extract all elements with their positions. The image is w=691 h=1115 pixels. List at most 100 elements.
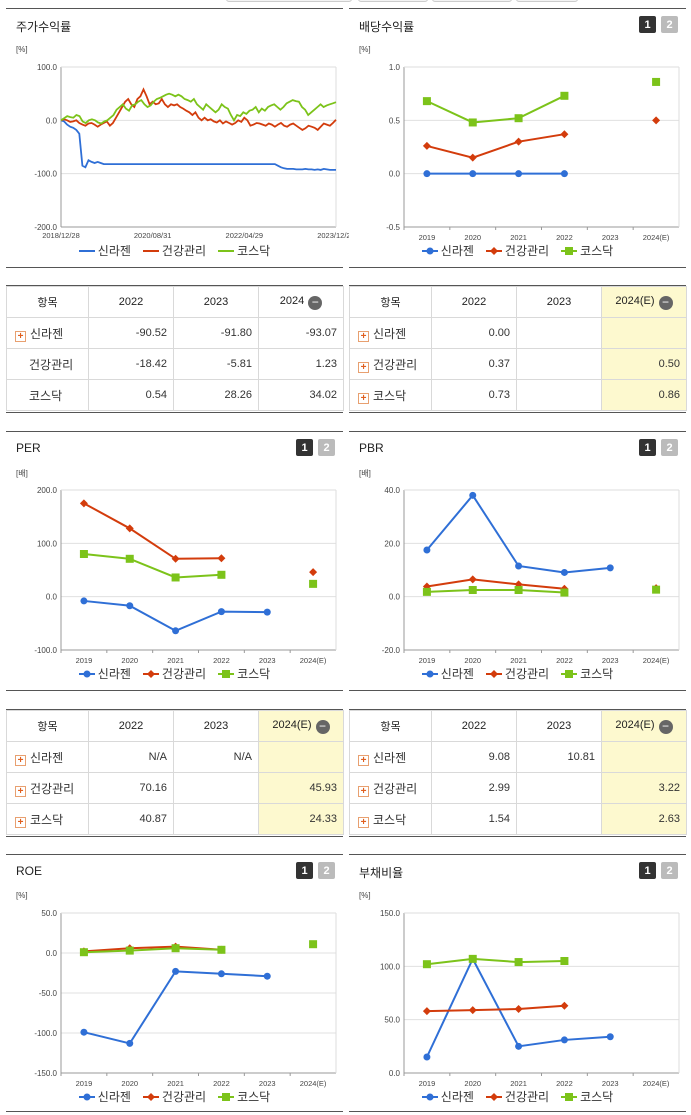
expand-icon[interactable]: + <box>15 816 26 828</box>
top-strip <box>0 0 691 6</box>
collapse-icon[interactable]: − <box>315 719 330 734</box>
legend-item[interactable]: 신라젠 <box>421 665 474 682</box>
expand-icon[interactable]: + <box>15 754 26 766</box>
collapse-icon[interactable]: − <box>658 719 673 734</box>
series-line <box>426 94 565 124</box>
tab-2[interactable]: 2 <box>661 16 678 33</box>
tab-1[interactable]: 1 <box>639 862 656 879</box>
column-header: 2024(E) − <box>601 710 687 742</box>
legend-item[interactable]: 신라젠 <box>421 1088 474 1105</box>
legend-item[interactable]: 신라젠 <box>78 1088 131 1105</box>
table-cell: 45.93 <box>258 772 344 804</box>
chart-legend: 신라젠 건강관리 코스닥 <box>6 665 343 682</box>
legend-label: 코스닥 <box>237 244 271 258</box>
data-point <box>217 554 226 563</box>
column-header: 2022 <box>88 710 174 742</box>
legend-item[interactable]: 신라젠 <box>78 665 131 682</box>
data-point <box>79 550 88 558</box>
data-point <box>515 170 523 178</box>
tab-1[interactable]: 1 <box>296 439 313 456</box>
collapse-icon[interactable]: − <box>658 295 673 310</box>
y-tick-label: -0.5 <box>386 223 400 232</box>
tab-1[interactable]: 1 <box>639 439 656 456</box>
y-tick-label: 40.0 <box>384 486 400 495</box>
chart-legend: 신라젠 건강관리 코스닥 <box>349 242 686 259</box>
legend-item[interactable]: 코스닥 <box>561 665 613 682</box>
legend-marker <box>426 670 434 677</box>
legend-item[interactable]: 건강관리 <box>485 242 549 259</box>
legend-item[interactable]: 건강관리 <box>142 242 206 259</box>
top-button-1[interactable] <box>226 0 352 2</box>
x-tick-label: 2023 <box>259 1079 276 1088</box>
expand-icon[interactable]: + <box>358 330 369 342</box>
data-point <box>423 1053 431 1061</box>
y-tick-label: 0.0 <box>389 1069 401 1078</box>
y-tick-label: 0.0 <box>389 593 401 602</box>
tab-2[interactable]: 2 <box>661 439 678 456</box>
legend-marker <box>146 669 155 678</box>
y-tick-label: 0.0 <box>46 116 58 125</box>
top-button-4[interactable] <box>516 0 578 2</box>
legend-item[interactable]: 코스닥 <box>218 242 270 259</box>
collapse-icon[interactable]: − <box>308 295 323 310</box>
legend-item[interactable]: 신라젠 <box>78 242 131 259</box>
tab-1[interactable]: 1 <box>296 862 313 879</box>
table-cell: N/A <box>88 741 174 773</box>
series-line <box>83 553 222 579</box>
dividend-panel: 배당수익률 1 2 [%] 1.0 0.5 0.0 -0.5 2019 2020 2021 2… <box>349 8 686 268</box>
unit-label: [%] <box>359 45 371 54</box>
legend-item[interactable]: 코스닥 <box>218 665 270 682</box>
tab-2[interactable]: 2 <box>318 439 335 456</box>
data-point <box>468 586 477 594</box>
top-button-2[interactable] <box>358 0 428 2</box>
x-tick-label: 2024(E) <box>643 1079 670 1088</box>
top-button-3[interactable] <box>432 0 512 2</box>
expand-icon[interactable]: + <box>358 785 369 797</box>
y-tick-label: 100.0 <box>380 962 401 971</box>
return-table: 항목 2022 2023 2024− + 신라젠 -90.52 -91.80 -93.07 건강관… <box>6 286 344 411</box>
legend-item[interactable]: 건강관리 <box>142 1088 206 1105</box>
y-tick-label: -100.0 <box>34 1029 57 1038</box>
table-cell: 0.37 <box>431 348 517 380</box>
data-point <box>217 570 226 579</box>
legend-item[interactable]: 건강관리 <box>485 665 549 682</box>
tab-1[interactable]: 1 <box>639 16 656 33</box>
legend-item[interactable]: 건강관리 <box>485 1088 549 1105</box>
tab-2[interactable]: 2 <box>661 862 678 879</box>
tab-2[interactable]: 2 <box>318 862 335 879</box>
legend-swatch <box>142 669 159 678</box>
data-point <box>263 608 271 616</box>
expand-icon[interactable]: + <box>15 785 26 797</box>
legend-item[interactable]: 코스닥 <box>561 1088 613 1105</box>
legend-item[interactable]: 신라젠 <box>421 242 474 259</box>
x-tick-label: 2021 <box>167 1079 184 1088</box>
table-row: 코스닥 0.54 28.26 34.02 <box>6 379 344 411</box>
expand-icon[interactable]: + <box>358 392 369 404</box>
data-point <box>126 1039 134 1047</box>
legend-marker <box>146 1092 155 1101</box>
table-row: + 건강관리 0.37 0.50 <box>349 348 687 380</box>
y-tick-label: -50.0 <box>39 989 58 998</box>
row-label: + 건강관리 <box>6 772 89 804</box>
expand-icon[interactable]: + <box>15 330 26 342</box>
legend-item[interactable]: 건강관리 <box>142 665 206 682</box>
legend-marker <box>222 1092 231 1101</box>
x-tick-label: 2022 <box>556 656 573 665</box>
chart-legend: 신라젠 건강관리 코스닥 <box>349 1088 686 1105</box>
legend-item[interactable]: 코스닥 <box>561 242 613 259</box>
x-tick-label: 2023 <box>602 1079 619 1088</box>
table-cell: -91.80 <box>173 317 259 349</box>
expand-icon[interactable]: + <box>358 361 369 373</box>
expand-icon[interactable]: + <box>358 816 369 828</box>
series-line <box>60 92 337 125</box>
x-tick-label: 2021 <box>510 656 527 665</box>
legend-label: 신라젠 <box>440 1090 474 1104</box>
per-panel: PER 1 2 [배] 200.0 100.0 0.0 -100.0 2019 2020 2… <box>6 431 343 691</box>
legend-swatch <box>78 1093 95 1100</box>
table-cell: -5.81 <box>173 348 259 380</box>
legend-item[interactable]: 코스닥 <box>218 1088 270 1105</box>
table-row: 건강관리 -18.42 -5.81 1.23 <box>6 348 344 380</box>
expand-icon[interactable]: + <box>358 754 369 766</box>
table-cell: 0.00 <box>431 317 517 349</box>
data-point <box>652 585 661 594</box>
